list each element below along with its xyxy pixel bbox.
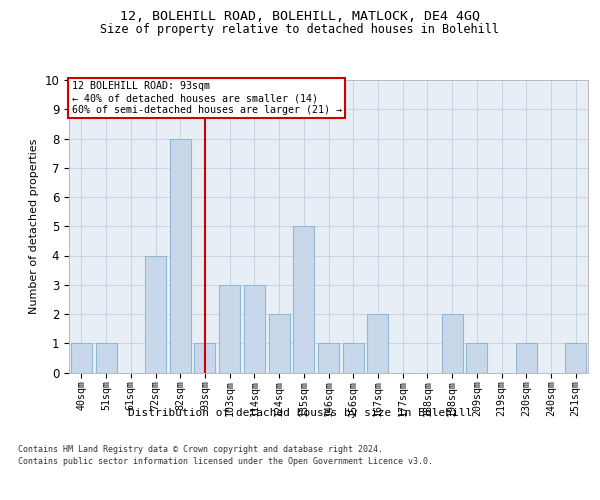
Text: 12 BOLEHILL ROAD: 93sqm
← 40% of detached houses are smaller (14)
60% of semi-de: 12 BOLEHILL ROAD: 93sqm ← 40% of detache…: [71, 82, 341, 114]
Bar: [516, 343, 537, 372]
Bar: [194, 343, 215, 372]
Bar: [293, 226, 314, 372]
Bar: [95, 343, 116, 372]
Text: Size of property relative to detached houses in Bolehill: Size of property relative to detached ho…: [101, 22, 499, 36]
Bar: [466, 343, 487, 372]
Bar: [442, 314, 463, 372]
Text: Contains public sector information licensed under the Open Government Licence v3: Contains public sector information licen…: [18, 458, 433, 466]
Bar: [145, 256, 166, 372]
Text: 12, BOLEHILL ROAD, BOLEHILL, MATLOCK, DE4 4GQ: 12, BOLEHILL ROAD, BOLEHILL, MATLOCK, DE…: [120, 10, 480, 23]
Bar: [367, 314, 388, 372]
Bar: [318, 343, 339, 372]
Bar: [219, 285, 240, 372]
Bar: [71, 343, 92, 372]
Bar: [170, 138, 191, 372]
Text: Contains HM Land Registry data © Crown copyright and database right 2024.: Contains HM Land Registry data © Crown c…: [18, 445, 383, 454]
Bar: [269, 314, 290, 372]
Bar: [244, 285, 265, 372]
Bar: [565, 343, 586, 372]
Text: Distribution of detached houses by size in Bolehill: Distribution of detached houses by size …: [128, 408, 472, 418]
Y-axis label: Number of detached properties: Number of detached properties: [29, 138, 39, 314]
Bar: [343, 343, 364, 372]
